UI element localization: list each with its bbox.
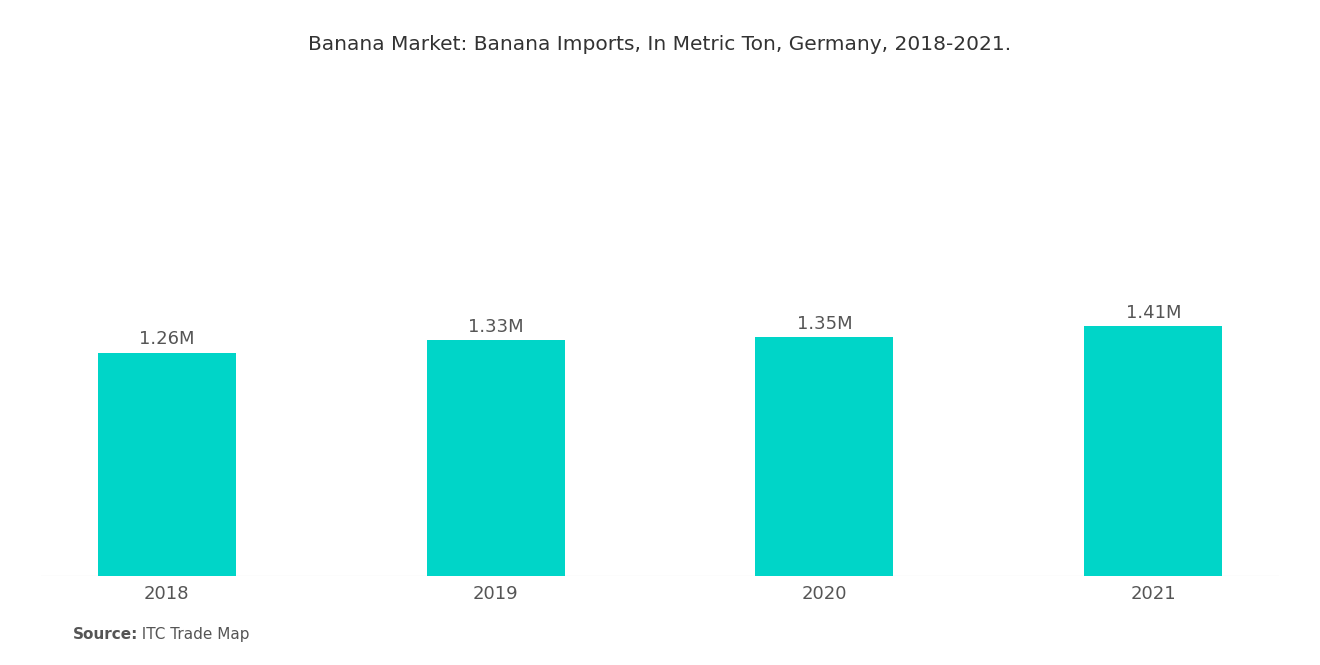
Text: ITC Trade Map: ITC Trade Map (132, 626, 249, 642)
Bar (426, 340, 565, 576)
Text: 1.26M: 1.26M (139, 331, 194, 348)
Bar (755, 337, 894, 576)
Text: 1.35M: 1.35M (797, 315, 853, 332)
Bar (1084, 327, 1222, 576)
Text: Source:: Source: (73, 626, 139, 642)
Text: 1.41M: 1.41M (1126, 304, 1181, 322)
Text: 1.33M: 1.33M (467, 318, 523, 336)
Title: Banana Market: Banana Imports, In Metric Ton, Germany, 2018-2021.: Banana Market: Banana Imports, In Metric… (309, 35, 1011, 54)
Bar (98, 353, 236, 576)
